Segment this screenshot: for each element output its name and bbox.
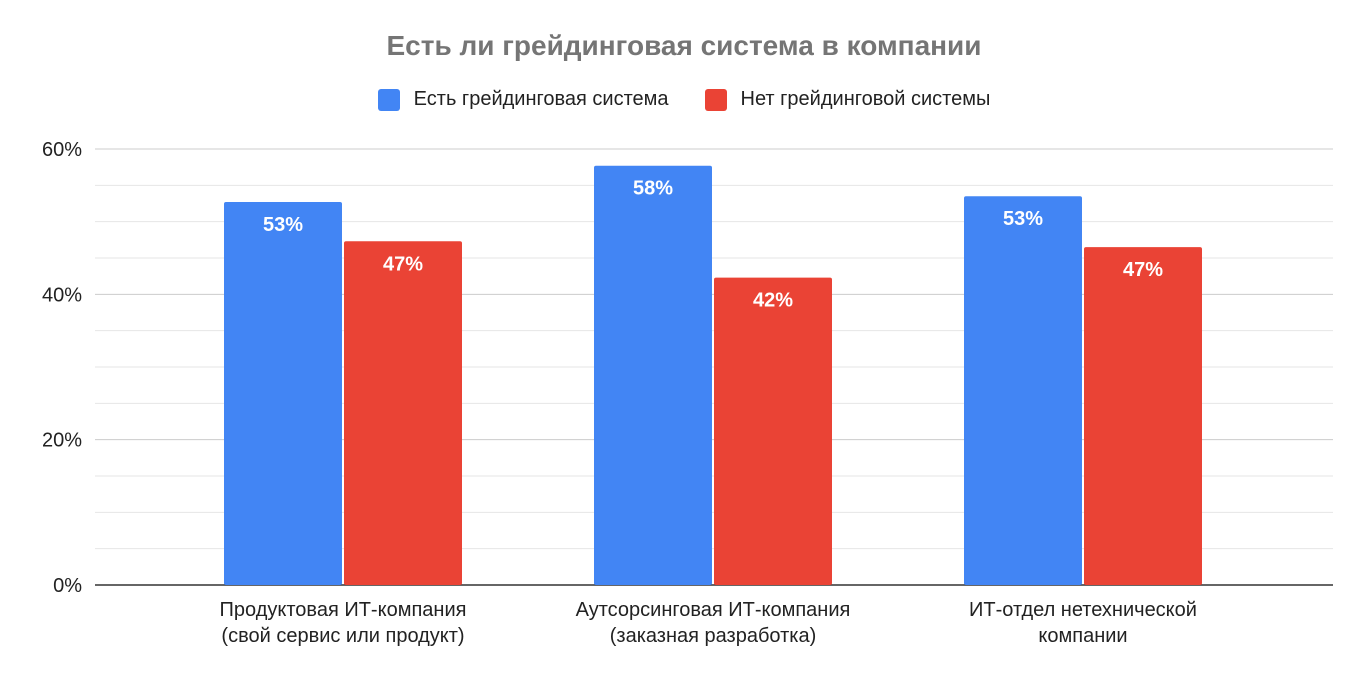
x-tick-label: Аутсорсинговая ИТ-компания (576, 599, 851, 621)
y-tick-label: 20% (42, 430, 82, 452)
data-label: 53% (263, 214, 303, 236)
data-label: 47% (383, 253, 423, 275)
y-tick-label: 0% (53, 575, 82, 597)
chart-title: Есть ли грейдинговая система в компании (386, 30, 982, 61)
x-tick-label: компании (1038, 625, 1127, 647)
bar (344, 241, 462, 585)
y-tick-label: 40% (42, 284, 82, 306)
data-label: 58% (633, 178, 673, 200)
bar (1084, 247, 1202, 585)
legend-label-yes: Есть грейдинговая система (413, 88, 669, 110)
legend-item-yes: Есть грейдинговая система (377, 88, 669, 111)
legend: Есть грейдинговая система Нет грейдингов… (0, 88, 1368, 111)
legend-label-no: Нет грейдинговой системы (740, 88, 991, 110)
bar (594, 165, 712, 586)
legend-swatch-yes (377, 88, 400, 111)
legend-item-no: Нет грейдинговой системы (704, 88, 991, 111)
data-label: 42% (753, 290, 793, 312)
x-tick-label: Продуктовая ИТ-компания (220, 599, 467, 621)
data-label: 53% (1003, 208, 1043, 230)
x-tick-label: ИТ-отдел нетехнической (969, 599, 1197, 621)
bar (964, 196, 1082, 585)
x-tick-label: (заказная разработка) (610, 625, 816, 647)
legend-swatch-no (704, 88, 727, 111)
data-label: 47% (1123, 259, 1163, 281)
y-tick-label: 60% (42, 139, 82, 161)
bar (224, 202, 342, 585)
bar (714, 277, 832, 585)
x-tick-label: (свой сервис или продукт) (221, 625, 464, 647)
